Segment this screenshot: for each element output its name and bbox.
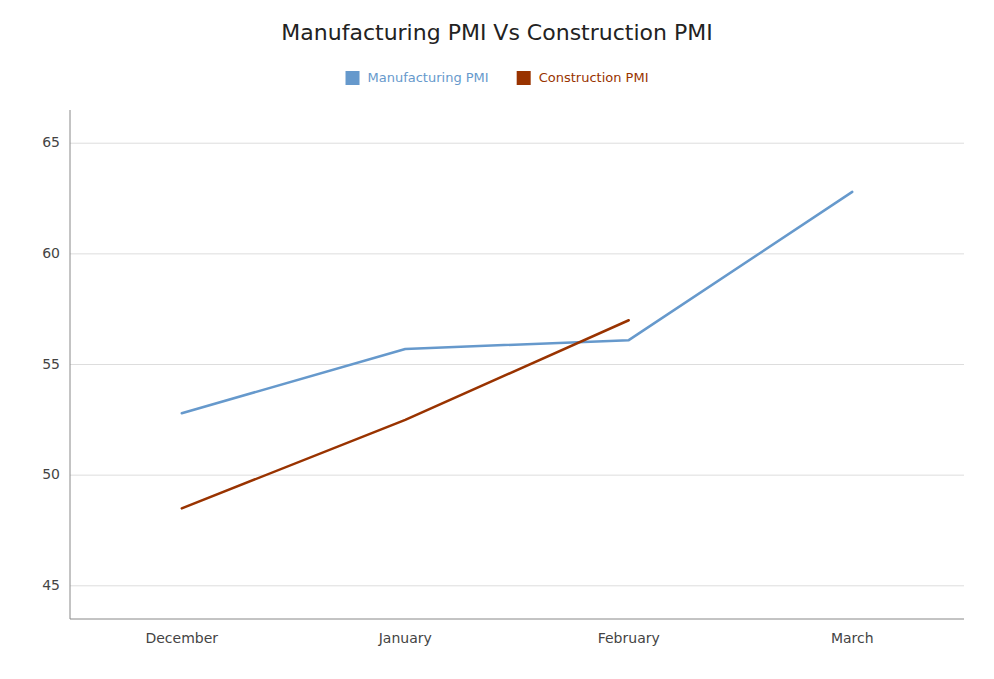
legend-label: Construction PMI — [539, 70, 649, 85]
x-axis-line — [70, 619, 964, 620]
x-tick-label: February — [598, 630, 660, 646]
x-tick-label: January — [378, 630, 432, 646]
x-tick-label: March — [831, 630, 874, 646]
y-tick-label: 60 — [42, 245, 60, 261]
grid-line — [70, 364, 964, 365]
series-line — [182, 192, 853, 413]
grid-line — [70, 475, 964, 476]
grid-line — [70, 585, 964, 586]
plot-area — [182, 192, 853, 508]
chart-title: Manufacturing PMI Vs Construction PMI — [281, 20, 712, 45]
y-tick-label: 45 — [42, 577, 60, 593]
y-tick-label: 55 — [42, 356, 60, 372]
y-tick-label: 50 — [42, 466, 60, 482]
grid — [70, 143, 964, 586]
legend-swatch — [346, 71, 360, 85]
chart-container: Manufacturing PMI Vs Construction PMI 45 5… — [0, 0, 994, 679]
legend-swatch — [517, 71, 531, 85]
chart-svg: Manufacturing PMI Vs Construction PMI 45 5… — [0, 0, 994, 679]
y-tick-label: 65 — [42, 134, 60, 150]
grid-line — [70, 253, 964, 254]
grid-line — [70, 143, 964, 144]
legend-label: Manufacturing PMI — [368, 70, 489, 85]
y-axis-line — [70, 110, 71, 619]
legend-item: Construction PMI — [517, 70, 649, 86]
legend-item: Manufacturing PMI — [346, 70, 489, 86]
x-tick-label: December — [145, 630, 218, 646]
series-line — [182, 320, 629, 508]
legend: Manufacturing PMI Construction PMI — [346, 70, 649, 86]
